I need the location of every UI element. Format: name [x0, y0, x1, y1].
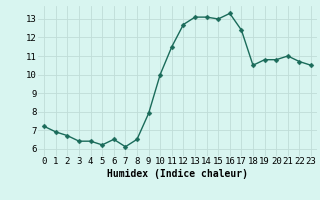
X-axis label: Humidex (Indice chaleur): Humidex (Indice chaleur): [107, 169, 248, 179]
